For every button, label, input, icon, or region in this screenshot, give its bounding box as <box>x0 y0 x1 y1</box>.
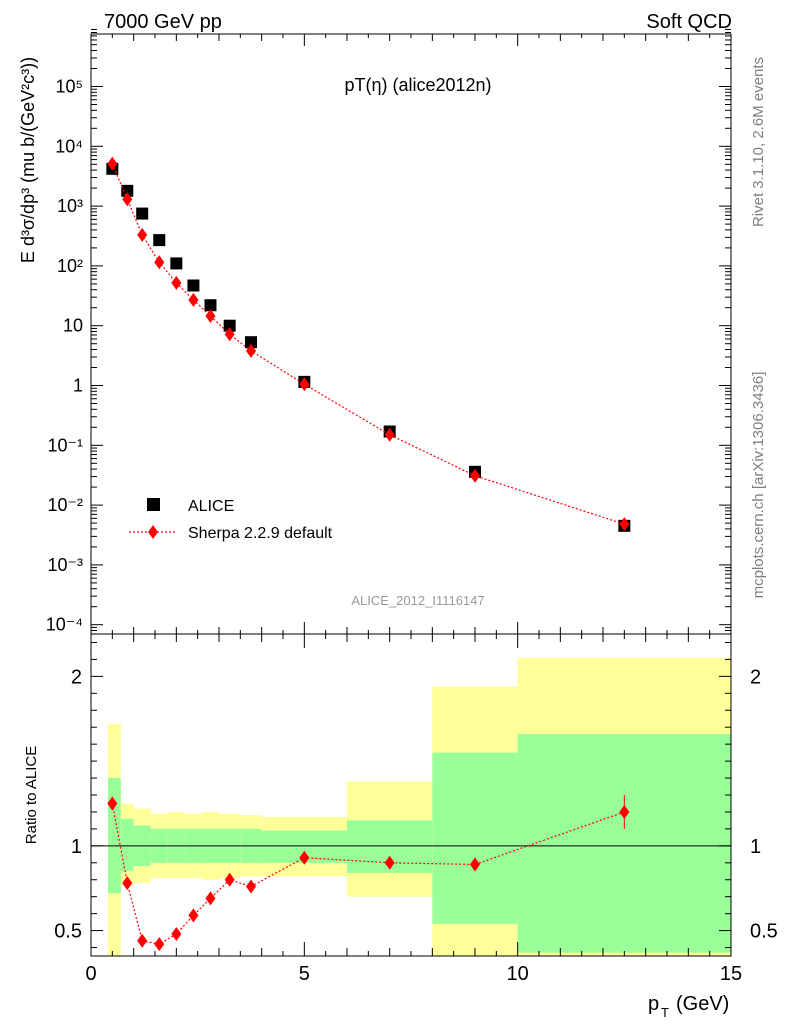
ratio-y-tick-label: 2 <box>71 666 82 688</box>
legend-marker-sherpa <box>148 525 158 539</box>
alice-data-point <box>136 207 149 220</box>
sherpa-data-point <box>470 468 480 483</box>
ratio-sherpa-point <box>107 796 118 811</box>
alice-data-point <box>121 184 134 197</box>
ratio-x-tick-label: 15 <box>720 963 742 985</box>
sherpa-data-point <box>205 309 216 324</box>
x-axis-label-unit: (GeV) <box>676 993 729 1015</box>
ratio-sherpa-point <box>299 850 310 865</box>
sherpa-data-point <box>619 517 630 532</box>
ratio-x-tick-label: 0 <box>85 963 96 985</box>
main-y-tick-label: 10⁻⁴ <box>46 615 83 635</box>
ratio-y-axis-label: Ratio to ALICE <box>23 746 40 844</box>
sherpa-data-point <box>224 327 235 342</box>
x-axis-label-sub: T <box>661 1005 669 1020</box>
main-y-tick-label: 10⁴ <box>55 136 83 156</box>
sherpa-data-point <box>122 192 133 207</box>
ratio-sherpa-point <box>246 879 256 894</box>
ratio-sherpa-point <box>384 855 395 870</box>
sherpa-data-point <box>154 255 165 270</box>
main-y-axis-label-text: E d³σ/dp³ (mu b/(GeV²c³)) <box>18 57 38 263</box>
main-y-tick-label: 10³ <box>57 196 83 216</box>
sherpa-data-point <box>171 275 182 290</box>
main-plot-panel: 10⁻⁴ 10⁻³ 10⁻² 10⁻¹ 1 10 10² 10³ 10⁴ 10⁵ pT(η) (a… <box>18 28 732 635</box>
alice-data-point <box>187 279 200 292</box>
ratio-sherpa-point <box>205 891 216 906</box>
ratio-sherpa-point <box>224 872 235 887</box>
ratio-x-tick-label: 10 <box>507 963 529 985</box>
alice-data-point <box>153 234 166 247</box>
ratio-y-tick-label: 0.5 <box>54 921 82 943</box>
main-y-axis-label: E d³σ/dp³ (mu b/(GeV²c³)) <box>18 57 38 263</box>
ratio-inner-band <box>120 818 134 872</box>
sherpa-data-point <box>384 427 395 442</box>
ratio-sherpa-point <box>137 933 148 948</box>
sherpa-line <box>111 163 625 525</box>
alice-data-point <box>245 336 257 349</box>
main-y-tick-label: 10⁻³ <box>47 555 83 575</box>
ratio-sherpa-point <box>470 857 480 872</box>
legend-marker-alice <box>147 498 160 511</box>
header-right-label: Soft QCD <box>646 11 732 33</box>
ratio-inner-band <box>517 733 731 953</box>
sherpa-data-point <box>246 343 256 358</box>
sherpa-data-point <box>137 227 148 242</box>
legend-label-sherpa: Sherpa 2.2.9 default <box>188 525 333 542</box>
alice-data-point <box>170 257 183 270</box>
main-y-tick-label: 10² <box>57 256 83 276</box>
sherpa-data-point <box>188 292 199 307</box>
ratio-y-tick-label-right: 2 <box>750 666 761 688</box>
main-y-tick-label: 10⁻¹ <box>47 435 83 455</box>
ratio-plot-panel: 0.5 0.5 1 1 2 2 0 5 10 15 Ratio to ALICE p T (GeV… <box>23 633 778 1020</box>
mcplots-source-label: mcplots.cern.ch [arXiv:1306.3436] <box>750 372 767 599</box>
header-left-label: 7000 GeV pp <box>104 11 222 33</box>
sherpa-data-point <box>299 377 310 392</box>
rivet-version-label: Rivet 3.1.10, 2.6M events <box>750 57 767 227</box>
main-y-tick-label: 10⁻² <box>47 495 83 515</box>
ratio-x-tick-label: 5 <box>299 963 310 985</box>
ratio-sherpa-point <box>171 926 182 941</box>
main-y-tick-label: 10 <box>63 316 83 336</box>
ratio-sherpa-point <box>122 876 133 891</box>
ratio-y-tick-label-right: 1 <box>750 836 761 858</box>
ratio-sherpa-point <box>619 804 630 819</box>
legend: ALICE Sherpa 2.2.9 default <box>129 498 333 542</box>
x-axis-label-p: p <box>648 993 659 1015</box>
main-y-tick-label: 1 <box>73 376 83 396</box>
sherpa-data-point <box>107 156 118 171</box>
legend-label-alice: ALICE <box>188 498 234 515</box>
ratio-y-tick-label-right: 0.5 <box>750 921 778 943</box>
analysis-watermark: ALICE_2012_I1116147 <box>351 593 484 608</box>
plot-title: pT(η) (alice2012n) <box>344 75 491 95</box>
ratio-y-tick-label: 1 <box>71 836 82 858</box>
main-plot-frame <box>90 33 732 635</box>
main-y-tick-label: 10⁵ <box>56 77 83 97</box>
ratio-sherpa-point <box>154 937 165 952</box>
ratio-x-axis-label: p T (GeV) <box>648 993 729 1020</box>
alice-data-point <box>223 319 236 332</box>
ratio-sherpa-point <box>188 908 199 923</box>
alice-data-point <box>204 299 217 312</box>
ratio-inner-band <box>432 752 518 924</box>
